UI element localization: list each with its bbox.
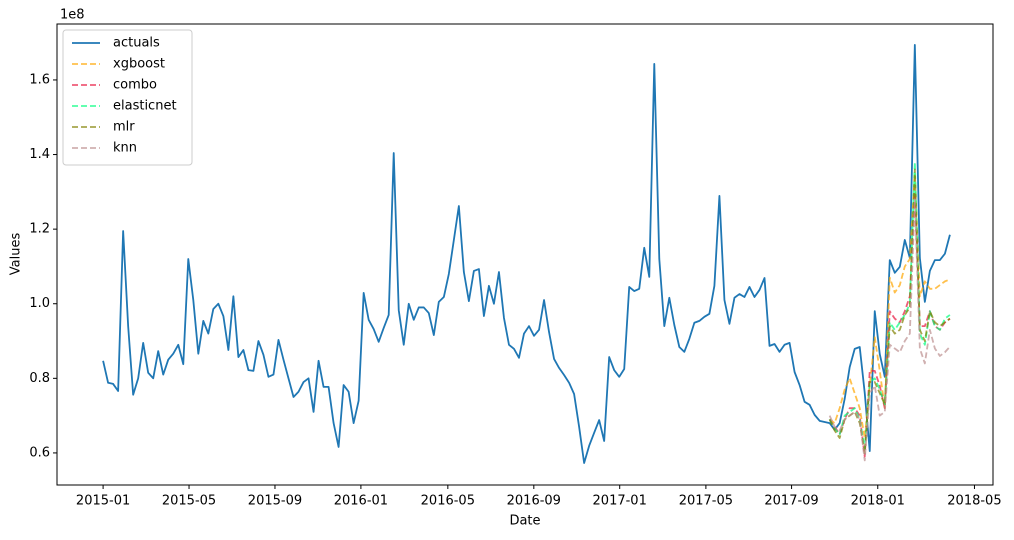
x-tick-label: 2016-09 xyxy=(507,494,561,509)
y-tick-label: 1.2 xyxy=(29,222,50,237)
y-tick-label: 1.0 xyxy=(29,296,50,311)
x-tick-label: 2018-05 xyxy=(947,494,1001,509)
series-line xyxy=(829,172,951,439)
series-line xyxy=(828,161,951,451)
x-tick-label: 2017-09 xyxy=(764,494,818,509)
y-tick-label: 1.6 xyxy=(29,72,50,87)
legend-label: knn xyxy=(113,141,137,156)
legend-label: actuals xyxy=(113,36,160,51)
y-tick-label: 0.8 xyxy=(29,371,50,386)
legend: actuals xgboost combo elasticnet mlr knn xyxy=(62,29,193,166)
y-offset-label: 1e8 xyxy=(60,8,85,23)
legend-label: mlr xyxy=(113,120,135,135)
legend-label: xgboost xyxy=(113,57,165,72)
y-axis-label: Values xyxy=(9,233,24,276)
x-tick-label: 2018-01 xyxy=(851,494,905,509)
series-line xyxy=(828,198,951,462)
x-tick-label: 2015-01 xyxy=(76,494,130,509)
x-axis-label: Date xyxy=(509,514,540,529)
x-tick-label: 2017-05 xyxy=(679,494,733,509)
legend-label: elasticnet xyxy=(113,99,177,114)
y-tick-label: 1.4 xyxy=(29,147,50,162)
x-tick-label: 2015-05 xyxy=(162,494,216,509)
plot-area xyxy=(102,43,951,464)
legend-label: combo xyxy=(113,78,157,93)
y-tick-label: 0.6 xyxy=(29,445,50,460)
x-tick-label: 2015-09 xyxy=(248,494,302,509)
x-tick-label: 2017-01 xyxy=(593,494,647,509)
series-line xyxy=(102,43,951,464)
plot-frame xyxy=(56,23,994,486)
x-tick-label: 2016-05 xyxy=(421,494,475,509)
x-tick-label: 2016-01 xyxy=(334,494,388,509)
